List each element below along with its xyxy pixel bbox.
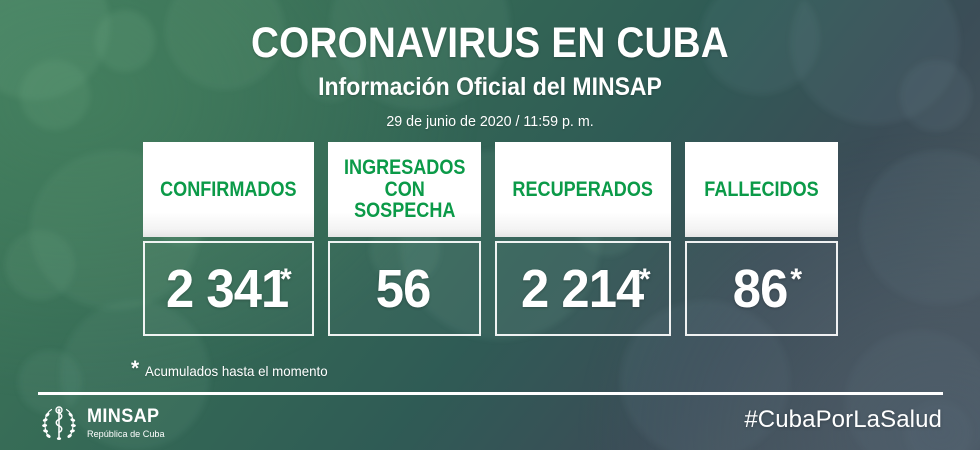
campaign-hashtag: #CubaPorLaSalud — [744, 406, 942, 433]
stat-label-box: INGRESADOS CON SOSPECHA — [327, 142, 482, 237]
header: CORONAVIRUS EN CUBA Información Oficial … — [0, 0, 980, 130]
page-subtitle: Información Oficial del MINSAP — [318, 73, 662, 102]
brand-subtitle: República de Cuba — [87, 428, 165, 440]
stat-card-fallecidos: FALLECIDOS 86 * — [684, 142, 838, 336]
stat-label-box: CONFIRMADOS — [143, 142, 314, 237]
stat-label-box: RECUPERADOS — [495, 142, 671, 237]
stat-value-box: 2 214 * — [495, 241, 671, 336]
stat-card-recuperados: RECUPERADOS 2 214 * — [495, 142, 671, 336]
stat-card-group: CONFIRMADOS 2 341 * INGRESADOS CON SOSPE… — [143, 142, 838, 336]
stat-value: 2 214 — [520, 258, 644, 319]
footnote: * Acumulados hasta el momento — [131, 357, 337, 380]
asterisk-marker: * — [638, 263, 651, 296]
stat-card-confirmados: CONFIRMADOS 2 341 * — [143, 142, 314, 336]
stat-value-box: 86 * — [684, 241, 838, 336]
asterisk-marker: * — [279, 263, 292, 296]
brand-name: MINSAP — [87, 405, 160, 427]
stat-label-box: FALLECIDOS — [684, 142, 838, 237]
asterisk-marker: * — [790, 263, 802, 296]
stat-value: 86 — [733, 258, 789, 319]
report-timestamp: 29 de junio de 2020 / 11:59 p. m. — [386, 112, 594, 130]
minsap-emblem-icon — [42, 406, 76, 440]
minsap-logo: MINSAP República de Cuba — [38, 404, 168, 442]
stat-value: 56 — [376, 258, 432, 319]
stat-value: 2 341 — [166, 258, 289, 319]
stat-value-box: 2 341 * — [143, 241, 314, 336]
stat-label: FALLECIDOS — [704, 177, 819, 201]
footnote-asterisk: * — [131, 357, 140, 380]
minsap-wordmark: MINSAP República de Cuba — [87, 407, 168, 440]
stat-value-box: 56 * — [327, 241, 482, 336]
page-title: CORONAVIRUS EN CUBA — [251, 19, 729, 67]
stat-label: INGRESADOS CON SOSPECHA — [343, 156, 466, 223]
footnote-text: Acumulados hasta el momento — [145, 363, 328, 379]
footer-divider — [38, 392, 943, 395]
stat-label: CONFIRMADOS — [160, 177, 297, 201]
stat-label: RECUPERADOS — [512, 177, 654, 201]
stat-card-ingresados-con-sospecha: INGRESADOS CON SOSPECHA 56 * — [327, 142, 482, 336]
